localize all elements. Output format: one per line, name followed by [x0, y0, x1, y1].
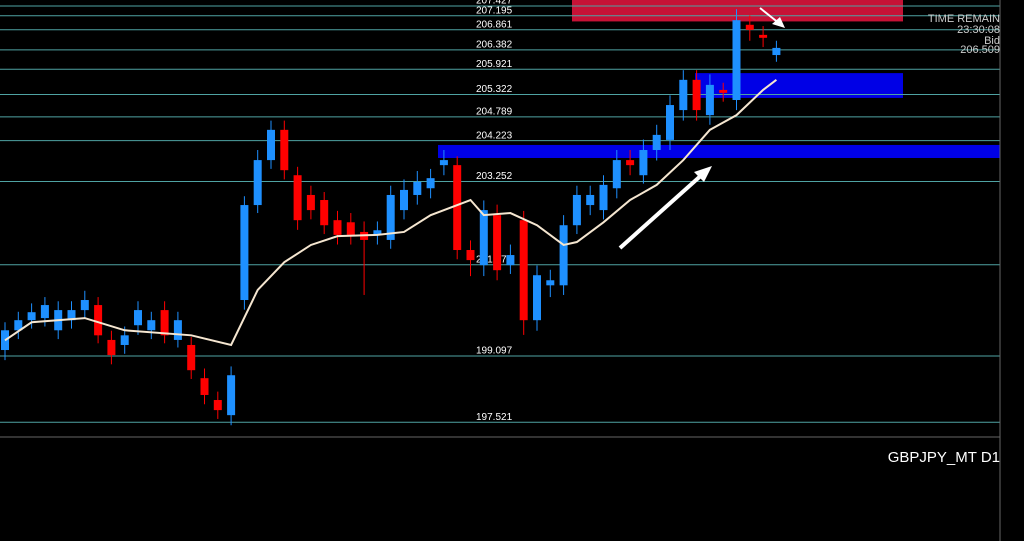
candle-body: [732, 20, 741, 101]
candle-body: [666, 105, 674, 140]
candle-body: [213, 400, 222, 411]
level-label: 199.097: [476, 346, 513, 357]
candle-body: [772, 47, 781, 56]
candle-body: [160, 310, 169, 336]
candle-body: [572, 194, 581, 226]
candle-body: [373, 230, 382, 235]
candle-body: [173, 320, 182, 340]
candle-body: [559, 225, 568, 286]
trend-arrow-head: [694, 166, 712, 182]
level-label: 206.861: [476, 19, 513, 30]
bid-label: Bid: [984, 35, 1000, 47]
candle-body: [453, 165, 462, 251]
level-label: 205.921: [476, 59, 513, 70]
candle-body: [320, 200, 329, 226]
candle-body: [466, 250, 475, 261]
candle-body: [426, 178, 435, 189]
candle-body: [134, 310, 142, 326]
zone: [695, 73, 903, 98]
candle-body: [306, 194, 315, 211]
candle-body: [506, 255, 515, 266]
candle-body: [240, 205, 249, 301]
candle-body: [705, 84, 714, 116]
time-remain: 23:30:08: [957, 24, 1000, 36]
level-label: 197.521: [476, 412, 513, 423]
zone: [438, 144, 1000, 158]
level-label: 204.223: [476, 130, 513, 141]
candle-body: [493, 215, 502, 271]
candle-body: [413, 181, 422, 195]
candle-body: [333, 220, 342, 235]
level-label: 206.382: [476, 40, 513, 51]
zone: [572, 0, 903, 22]
candle-body: [107, 339, 116, 356]
candle-body: [200, 378, 209, 395]
candle-body: [67, 310, 76, 321]
moving-average: [4, 79, 778, 347]
candle-body: [280, 129, 289, 171]
time-remain-label: TIME REMAIN: [928, 13, 1000, 25]
candle-body: [612, 160, 621, 189]
candle-body: [346, 222, 355, 235]
candle-body: [759, 34, 768, 38]
candle-body: [227, 375, 236, 416]
candle-body: [692, 79, 701, 111]
candle-body: [14, 320, 23, 331]
level-label: 205.322: [476, 84, 513, 95]
candle-body: [94, 305, 103, 336]
level-label: 207.195: [476, 5, 513, 16]
candle-body: [120, 335, 129, 345]
candle-body: [27, 312, 36, 321]
candle-body: [293, 175, 302, 221]
candle-body: [386, 194, 395, 240]
candle-body: [439, 160, 448, 166]
candle-body: [253, 160, 262, 206]
chart-title: GBPJPY_MT D1: [888, 449, 1000, 466]
candle-body: [80, 300, 89, 311]
candle-body: [719, 89, 728, 93]
candle-body: [586, 194, 595, 206]
candle-body: [639, 150, 648, 176]
candle-body: [745, 24, 754, 30]
candle-body: [626, 160, 635, 166]
candle-body: [652, 134, 661, 151]
bid-value: 206.509: [960, 44, 1000, 56]
candle-body: [519, 220, 528, 321]
candle-body: [400, 189, 408, 211]
candle-body: [479, 210, 488, 266]
trend-arrow: [618, 170, 707, 250]
level-label: 207.427: [476, 0, 513, 7]
candle-body: [546, 280, 555, 286]
candle-body: [533, 275, 541, 321]
candle-body: [187, 344, 196, 371]
candle-body: [147, 320, 156, 331]
candle-body: [267, 129, 275, 161]
candle-body: [679, 79, 688, 111]
candle-body: [40, 305, 49, 319]
level-label: 204.789: [476, 106, 513, 117]
candle-body: [599, 184, 608, 211]
small-arrow-head: [772, 17, 785, 28]
level-label: 203.252: [476, 171, 513, 182]
